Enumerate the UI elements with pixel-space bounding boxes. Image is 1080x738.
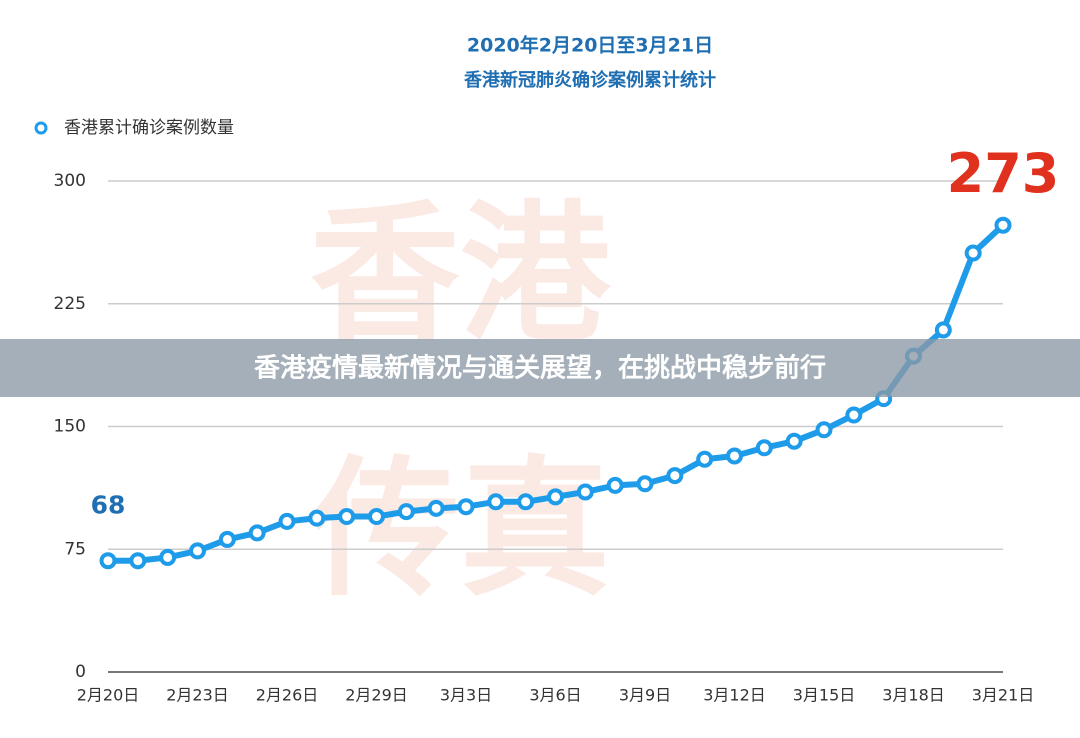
data-point <box>964 244 982 262</box>
x-tick-label: 2月29日 <box>345 686 408 705</box>
data-point <box>427 499 445 517</box>
data-point <box>189 542 206 560</box>
watermark: 传真 <box>309 443 610 617</box>
data-point <box>845 406 863 424</box>
y-tick-label: 75 <box>64 539 86 559</box>
data-point <box>726 447 743 465</box>
data-point <box>517 493 535 511</box>
banner-text: 香港疫情最新情况与通关展望，在挑战中稳步前行 <box>254 353 826 384</box>
chart-title: 2020年2月20日至3月21日 <box>467 34 713 57</box>
data-point <box>547 488 564 506</box>
data-point <box>129 552 147 570</box>
data-point <box>99 552 117 570</box>
x-tick-label: 3月3日 <box>440 686 492 705</box>
watermark: 香港 <box>310 188 612 362</box>
x-tick-label: 3月15日 <box>793 686 856 705</box>
x-tick-label: 2月26日 <box>256 686 319 705</box>
data-point <box>606 476 624 494</box>
data-point <box>487 493 505 511</box>
data-point <box>815 421 833 439</box>
data-point <box>159 548 177 566</box>
y-tick-label: 150 <box>54 417 86 437</box>
data-point <box>368 508 385 526</box>
data-point <box>338 508 356 526</box>
data-point <box>308 509 326 527</box>
data-point <box>755 439 773 457</box>
y-tick-label: 0 <box>75 662 86 682</box>
x-tick-label: 2月20日 <box>77 686 140 705</box>
data-point <box>576 483 594 501</box>
data-point <box>248 524 266 542</box>
data-point <box>457 498 475 516</box>
legend-label: 香港累计确诊案例数量 <box>64 118 234 138</box>
data-label: 273 <box>947 142 1060 205</box>
x-tick-label: 3月9日 <box>619 686 671 705</box>
y-tick-label: 225 <box>54 294 86 314</box>
data-point <box>278 512 296 530</box>
x-tick-label: 3月21日 <box>972 686 1035 705</box>
data-point <box>696 450 714 468</box>
data-point <box>397 503 415 521</box>
x-tick-label: 2月23日 <box>166 686 229 705</box>
y-tick-label: 300 <box>54 171 86 191</box>
data-point <box>218 530 236 548</box>
chart-subtitle: 香港新冠肺炎确诊案例累计统计 <box>463 69 716 91</box>
data-point <box>636 475 654 493</box>
data-point <box>666 467 684 485</box>
x-tick-label: 3月12日 <box>703 686 766 705</box>
x-tick-label: 3月6日 <box>529 686 581 705</box>
data-point <box>934 321 952 339</box>
data-point <box>785 432 803 450</box>
banner <box>0 339 1080 397</box>
data-label: 68 <box>91 491 126 520</box>
data-point <box>994 216 1012 234</box>
x-tick-label: 3月18日 <box>882 686 945 705</box>
legend-marker <box>34 121 48 135</box>
